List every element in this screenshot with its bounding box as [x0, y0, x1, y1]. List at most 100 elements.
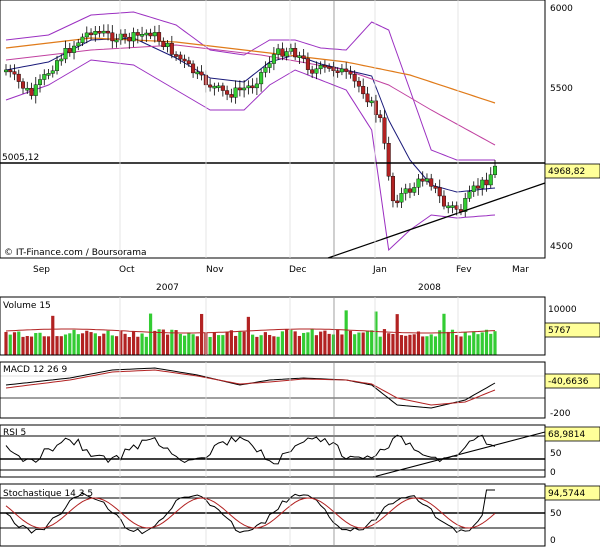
candle [157, 25, 162, 46]
volume-bar [463, 331, 467, 355]
candle-body [446, 205, 451, 209]
candle [25, 81, 30, 94]
volume-bar [365, 330, 370, 355]
volume-bar [51, 315, 55, 355]
candle-body [29, 87, 34, 96]
volume-bar [353, 334, 357, 355]
volume-bar [272, 336, 276, 355]
volume-last-box [544, 322, 600, 338]
stochastique-panel: Stochastique 14 3 5 94,5744 50 0 [0, 483, 600, 547]
volume-bar [76, 334, 80, 355]
candle [169, 35, 174, 59]
volume-bar [374, 311, 378, 355]
candle-body [114, 39, 119, 43]
candle [80, 33, 85, 47]
candle-body [152, 32, 157, 37]
volume-bar [293, 331, 297, 355]
candle [144, 29, 149, 42]
candle-body [106, 30, 111, 34]
candle-body [305, 58, 310, 70]
volume-bar [404, 335, 408, 355]
volume-bar [148, 313, 153, 355]
candle-body [101, 30, 106, 34]
candle [480, 176, 485, 196]
volume-bar [55, 336, 59, 355]
candle-body [84, 32, 89, 38]
candle [259, 69, 264, 92]
volume-bar [472, 331, 476, 355]
candle-body [242, 87, 247, 91]
trend-line [327, 182, 546, 259]
candle [29, 82, 34, 100]
volume-bar [255, 336, 259, 355]
month-fev: Fev [456, 265, 472, 275]
candle [242, 80, 247, 98]
volume-bar [170, 329, 174, 355]
candle [97, 26, 102, 38]
volume-bar [225, 331, 229, 355]
candle [463, 192, 468, 217]
price-hline-label: 5005,12 [2, 153, 39, 163]
volume-bar [127, 336, 131, 355]
candle-body [263, 67, 268, 73]
candle-body [352, 74, 357, 82]
candle [33, 76, 38, 104]
candle [450, 201, 455, 214]
volume-bar [285, 329, 289, 355]
candle [72, 41, 77, 60]
volume-bar [251, 334, 255, 355]
candle [327, 63, 332, 72]
volume-bar [429, 334, 433, 355]
candle [89, 28, 94, 41]
volume-bar [408, 334, 412, 355]
volume-bar [4, 331, 8, 355]
candle-body [416, 178, 421, 188]
month-sep: Sep [33, 265, 50, 275]
candle-body [450, 205, 455, 208]
candle-body [246, 85, 251, 89]
volume-bar [106, 330, 110, 355]
candle-body [365, 93, 370, 103]
candle [76, 39, 81, 51]
moving-average-short [5, 37, 496, 193]
volume-bar [340, 334, 344, 355]
volume-bar [246, 316, 250, 355]
candle-body [140, 34, 145, 37]
volume-bar [157, 329, 161, 355]
candle [131, 27, 136, 47]
candle-body [89, 32, 94, 36]
candle [237, 80, 242, 97]
time-axis: Sep Oct Nov Dec Jan Fev Mar 2007 2008 [33, 265, 529, 293]
volume-bar [455, 335, 459, 355]
candle [250, 78, 255, 94]
volume-bar [446, 331, 450, 355]
candle [356, 76, 361, 93]
volume-bar [119, 330, 123, 355]
candle [395, 194, 400, 208]
candle-body [280, 48, 285, 57]
candle-body [199, 71, 204, 76]
candle-body [399, 193, 404, 203]
candle [429, 173, 434, 191]
candle-body [493, 165, 498, 175]
stochastique-last-label: 94,5744 [548, 489, 585, 499]
volume-bar [263, 332, 267, 355]
candle [246, 80, 251, 95]
candle [127, 32, 132, 49]
candle [12, 64, 17, 81]
volume-bar [421, 336, 425, 355]
stochastique-ytick-50: 50 [550, 509, 562, 519]
volume-bar [89, 332, 93, 355]
volume-bar [29, 336, 34, 355]
candle [390, 172, 395, 208]
candle-body [55, 60, 60, 71]
candle-body [471, 185, 476, 192]
candle [195, 66, 200, 79]
candle-body [220, 85, 225, 91]
candle-body [131, 32, 136, 42]
candle [386, 136, 391, 181]
candle [335, 67, 340, 78]
candle [488, 167, 493, 189]
candle-body [21, 81, 26, 89]
candle-body [233, 87, 238, 98]
